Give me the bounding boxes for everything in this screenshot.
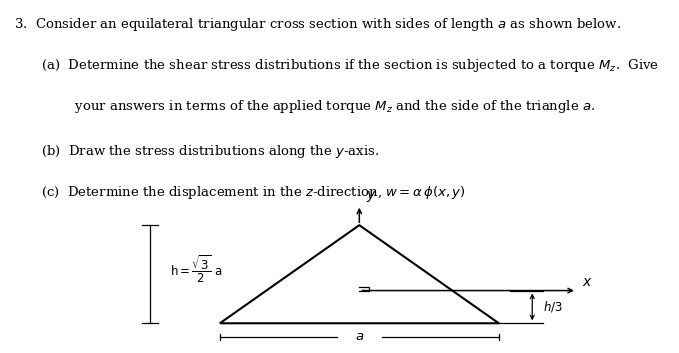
Text: 3.  Consider an equilateral triangular cross section with sides of length $a$ as: 3. Consider an equilateral triangular cr… — [14, 16, 621, 34]
Text: $a$: $a$ — [354, 330, 364, 343]
Text: (b)  Draw the stress distributions along the $y$-axis.: (b) Draw the stress distributions along … — [41, 143, 379, 160]
Text: $h/3$: $h/3$ — [543, 299, 564, 315]
Text: (a)  Determine the shear stress distributions if the section is subjected to a t: (a) Determine the shear stress distribut… — [41, 57, 659, 74]
Text: $x$: $x$ — [583, 275, 593, 289]
Text: $y$: $y$ — [366, 189, 377, 204]
Text: (c)  Determine the displacement in the $z$-direction, $w = \alpha\,\phi(x, y)$: (c) Determine the displacement in the $z… — [41, 184, 466, 201]
Text: $\mathrm{h} = \dfrac{\sqrt{3}}{2}\ \mathrm{a}$: $\mathrm{h} = \dfrac{\sqrt{3}}{2}\ \math… — [170, 254, 222, 285]
Text: your answers in terms of the applied torque $M_z$ and the side of the triangle $: your answers in terms of the applied tor… — [41, 98, 595, 115]
